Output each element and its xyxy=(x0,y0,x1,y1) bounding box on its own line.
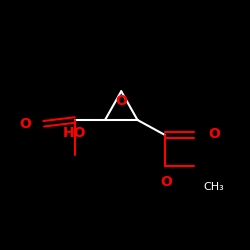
Text: O: O xyxy=(208,128,220,141)
Text: HO: HO xyxy=(63,126,87,140)
Text: CH₃: CH₃ xyxy=(204,182,224,192)
Text: O: O xyxy=(19,117,31,131)
Text: O: O xyxy=(115,94,127,108)
Text: O: O xyxy=(160,175,172,189)
